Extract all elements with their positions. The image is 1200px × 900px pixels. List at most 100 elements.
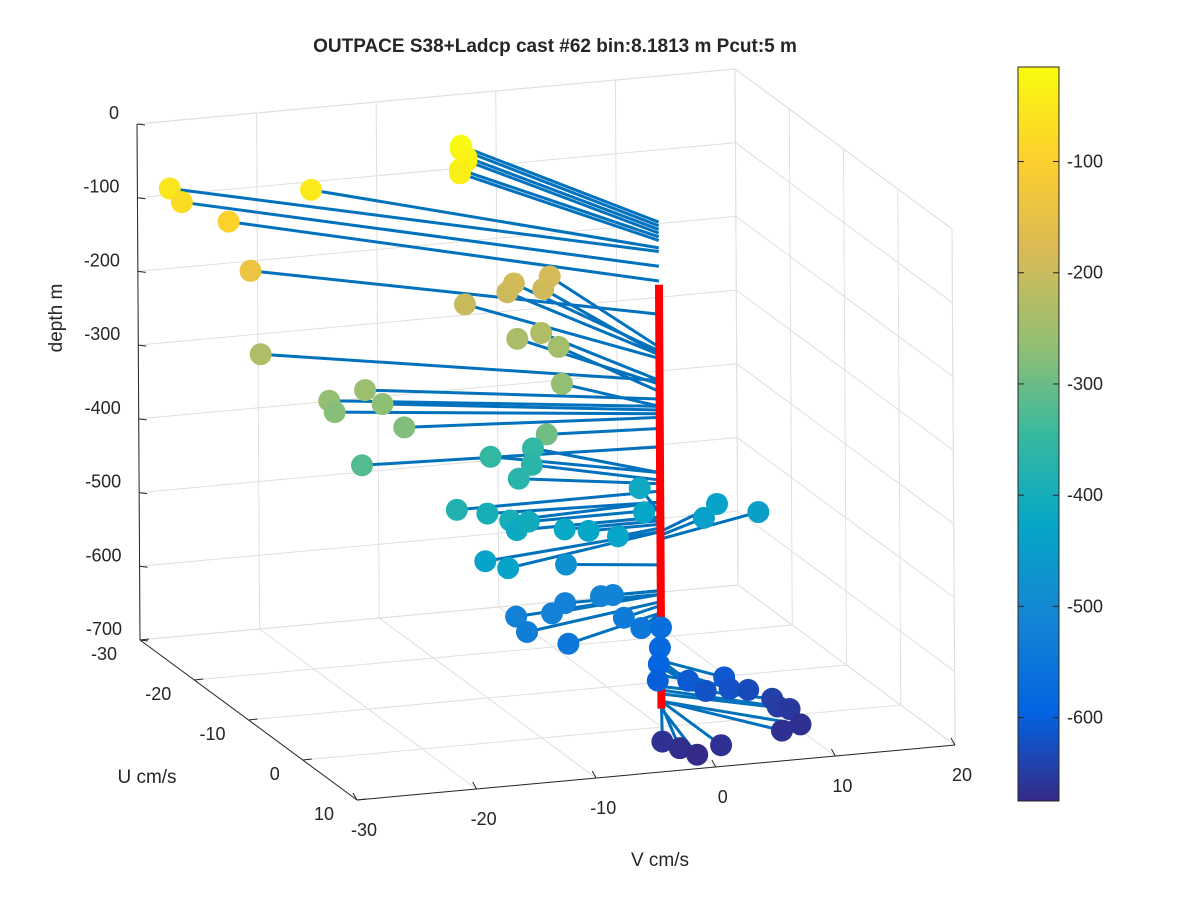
z-tick-label: 0: [109, 103, 119, 123]
x-tick-label: -10: [590, 798, 616, 818]
velocity-vector: [660, 699, 722, 747]
velocity-vector: [260, 352, 660, 383]
velocity-vector: [485, 530, 661, 563]
data-point: [502, 272, 525, 295]
y-tick-mark: [302, 758, 312, 761]
data-point: [323, 401, 346, 424]
data-point: [474, 550, 497, 573]
data-point: [520, 453, 543, 476]
data-point: [710, 734, 733, 757]
z-axis-line: [136, 123, 141, 641]
data-point: [479, 445, 502, 468]
y-tick-label: 0: [270, 764, 280, 784]
data-point: [718, 677, 741, 700]
data-point: [630, 617, 653, 640]
data-point: [538, 265, 561, 288]
velocity-vector: [464, 302, 660, 360]
velocity-vector: [465, 159, 660, 235]
velocity-vector: [490, 455, 661, 475]
velocity-vector: [404, 415, 660, 429]
data-point: [507, 467, 530, 490]
grid-line: [375, 101, 380, 619]
data-point: [351, 454, 374, 477]
data-point: [550, 372, 573, 395]
data-point: [778, 698, 801, 721]
y-tick-label: -30: [91, 644, 117, 664]
velocity-vector: [250, 269, 660, 316]
data-point: [553, 518, 576, 541]
x-tick-mark: [711, 759, 717, 768]
data-point: [606, 525, 629, 548]
y-tick-label: -10: [199, 724, 225, 744]
z-tick-mark: [139, 639, 149, 642]
velocity-vector: [459, 168, 660, 239]
grid-line: [139, 437, 738, 494]
data-point: [506, 327, 529, 350]
point-layer: [158, 134, 812, 766]
grid-line: [734, 68, 739, 586]
grid-line: [737, 510, 955, 672]
z-tick-mark: [136, 123, 146, 126]
data-point: [300, 178, 323, 201]
velocity-vector: [465, 155, 660, 231]
x-tick-mark: [591, 770, 597, 779]
velocity-vector: [532, 446, 661, 475]
x-tick-mark: [950, 737, 956, 746]
x-axis-label: V cm/s: [631, 850, 689, 871]
data-point: [535, 423, 558, 446]
z-tick-mark: [139, 565, 148, 568]
grid-line: [248, 664, 847, 721]
data-point: [557, 632, 580, 655]
y-tick-label: -20: [145, 684, 171, 704]
velocity-vector: [526, 600, 662, 634]
velocity-vector: [365, 388, 660, 401]
data-point: [706, 492, 729, 515]
velocity-vector: [661, 699, 783, 733]
velocity-vector: [546, 426, 660, 436]
grid-line: [788, 108, 793, 626]
grid-line: [194, 624, 793, 681]
y-tick-mark: [194, 678, 204, 681]
x-axis-line: [356, 744, 956, 801]
velocity-vector: [228, 220, 660, 283]
velocity-vector: [561, 382, 661, 408]
velocity-vector: [661, 699, 801, 726]
grid-line: [302, 704, 901, 761]
z-tick-label: -600: [86, 545, 122, 565]
x-tick-mark: [352, 792, 358, 801]
z-tick-mark: [137, 197, 146, 200]
z-tick-label: -400: [85, 398, 121, 418]
velocity-vector: [460, 144, 660, 224]
data-point: [601, 584, 624, 607]
data-point: [354, 379, 377, 402]
y-tick-mark: [356, 798, 367, 801]
data-point: [505, 605, 528, 628]
grid-line: [256, 112, 261, 630]
vector-layer: [169, 144, 801, 756]
grid-line: [736, 363, 955, 525]
velocity-vector: [460, 148, 660, 228]
data-point: [521, 437, 544, 460]
z-tick-mark: [137, 270, 146, 273]
box-edge: [734, 68, 953, 230]
velocity-vector: [361, 445, 661, 467]
data-point: [554, 592, 577, 615]
box-edge: [136, 68, 736, 125]
data-point: [249, 343, 272, 366]
data-point: [628, 477, 651, 500]
data-point: [476, 502, 499, 525]
x-tick-mark: [472, 781, 478, 790]
velocity-vector: [310, 188, 660, 250]
colorbar: -100 -200 -300 -400 -500 -600: [1017, 66, 1103, 802]
data-point: [668, 737, 691, 760]
velocity-vector: [542, 287, 661, 357]
colorbar-tick-label: -400: [1067, 485, 1103, 505]
y-axis-label: U cm/s: [117, 767, 176, 788]
grid-line: [737, 584, 956, 746]
colorbar-tick-label: -300: [1067, 374, 1103, 394]
data-point: [170, 191, 193, 214]
grid-line: [495, 90, 500, 608]
z-tick-label: -200: [84, 250, 120, 270]
data-point: [677, 669, 700, 692]
colorbar-tick-label: -200: [1067, 263, 1103, 283]
